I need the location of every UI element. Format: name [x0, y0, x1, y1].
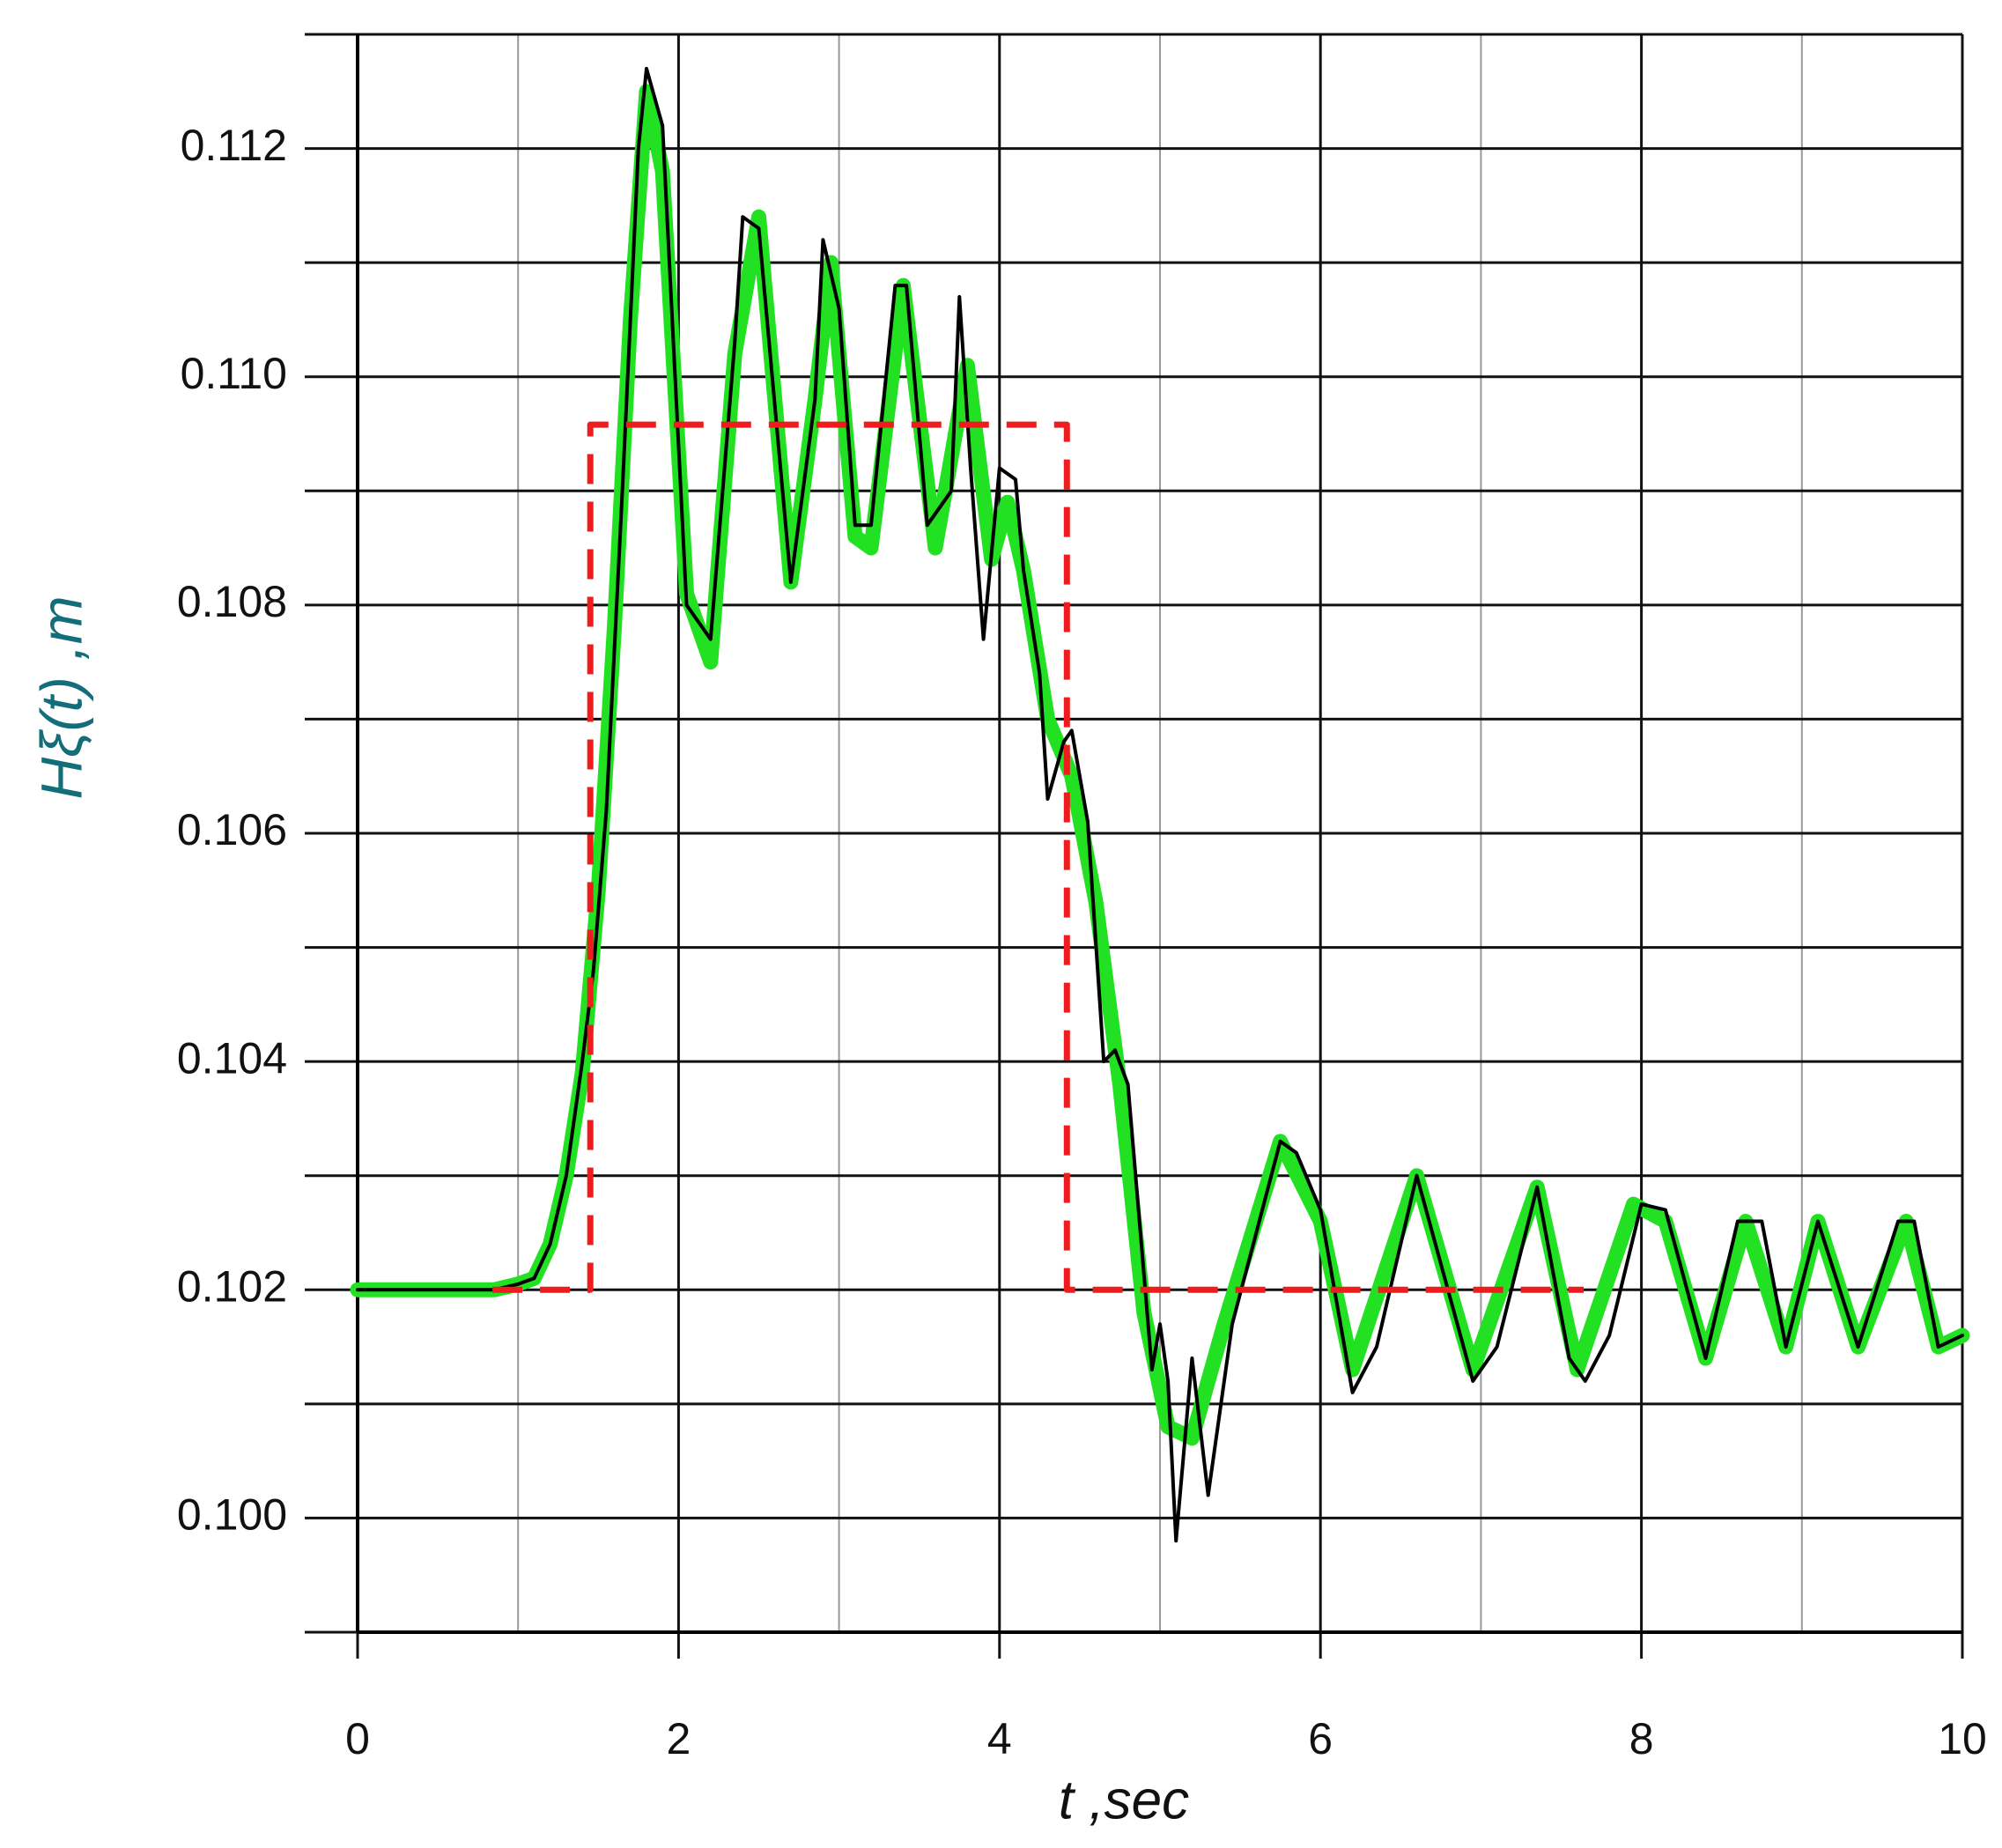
y-tick-label: 0.104 [177, 1033, 287, 1083]
series-line [356, 66, 1964, 1543]
x-axis-label: t ,sec [1059, 1770, 1189, 1830]
x-tick-label: 10 [1938, 1714, 1987, 1763]
x-tick-label: 6 [1308, 1714, 1333, 1763]
y-axis-label: Hξ(t) ,m [28, 595, 93, 799]
y-tick-label: 0.106 [177, 805, 287, 854]
x-tick-label: 0 [345, 1714, 370, 1763]
series-line [492, 421, 1584, 1293]
y-tick-label: 0.102 [177, 1261, 287, 1311]
y-tick-label: 0.100 [177, 1490, 287, 1540]
y-tick-label: 0.112 [181, 121, 287, 170]
y-tick-label: 0.110 [181, 349, 287, 398]
x-tick-label: 8 [1629, 1714, 1654, 1763]
x-tick-label: 4 [987, 1714, 1012, 1763]
y-tick-label: 0.108 [177, 577, 287, 626]
x-tick-label: 2 [666, 1714, 691, 1763]
